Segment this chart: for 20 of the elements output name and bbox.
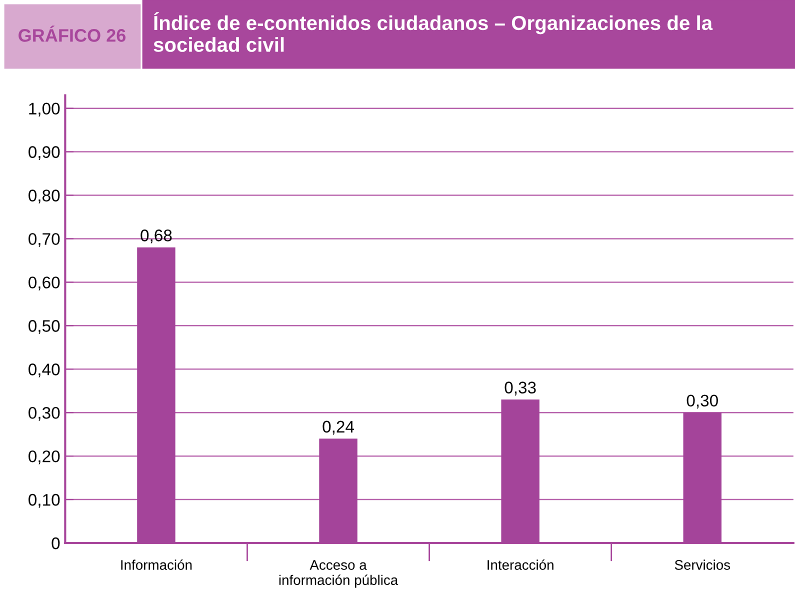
y-tick-label: 0,30	[28, 406, 60, 421]
data-label: 0,33	[504, 382, 536, 396]
y-tick-label: 0,50	[28, 320, 60, 334]
y-tick-label: 1,00	[29, 102, 60, 116]
x-tick-label: Acceso a información pública	[279, 560, 398, 588]
y-tick-label: 0,10	[28, 494, 60, 508]
y-tick-label: 0	[52, 537, 60, 550]
data-label: 0,30	[686, 394, 718, 408]
y-tick-label: 0,40	[28, 364, 60, 378]
y-tick-label: 0,60	[28, 276, 60, 290]
chart-title: Índice de e-contenidos ciudadanos – Organizaciones de la sociedad civil	[154, 12, 713, 52]
y-tick-label: 0,80	[28, 190, 60, 204]
y-tick-label: 0,70	[28, 233, 60, 247]
y-tick-label: 0,20	[28, 450, 60, 464]
data-label: 0,24	[322, 420, 354, 435]
y-tick-label: 0,90	[28, 146, 60, 160]
x-tick-label: Interacción	[488, 560, 554, 570]
x-tick-label: Servicios	[674, 560, 730, 570]
text: GRÁFICO 26	[18, 26, 126, 42]
x-tick-label: Información	[121, 560, 192, 570]
